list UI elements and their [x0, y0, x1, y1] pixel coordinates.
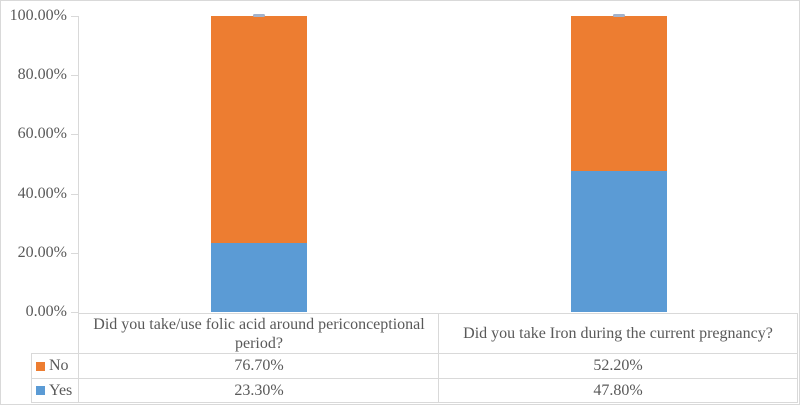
- legend-item-yes: Yes: [31, 378, 79, 403]
- bar-top-notch: [613, 14, 625, 17]
- table-value-no-iron: 52.20%: [438, 353, 798, 378]
- y-axis-label-100: 100.00%: [9, 7, 67, 24]
- bar-segment-yes-folic: [211, 243, 307, 312]
- y-axis-label-40: 40.00%: [17, 185, 67, 202]
- legend-swatch-no-icon: [36, 361, 45, 371]
- legend-label-yes: Yes: [49, 381, 73, 399]
- category-label-iron: Did you take Iron during the current pre…: [438, 313, 798, 353]
- y-axis-label-80: 80.00%: [17, 66, 67, 83]
- category-label-folic-acid: Did you take/use folic acid around peric…: [78, 313, 439, 353]
- plot-area: [79, 14, 798, 312]
- legend-label-no: No: [49, 357, 69, 374]
- y-axis-tick: [71, 16, 78, 17]
- bar-segment-no-folic: [211, 16, 307, 244]
- y-axis-label-20: 20.00%: [17, 244, 67, 261]
- y-axis-tick: [71, 194, 78, 195]
- bar-iron: [571, 14, 667, 312]
- table-value-yes-iron: 47.80%: [438, 378, 798, 403]
- bar-segment-no-iron: [571, 16, 667, 171]
- legend-swatch-yes-icon: [36, 386, 45, 395]
- y-axis-tick: [71, 75, 78, 76]
- y-axis-line: [78, 16, 79, 313]
- legend-item-no: No: [31, 353, 79, 378]
- bar-folic-acid: [211, 14, 307, 312]
- y-axis-tick: [71, 134, 78, 135]
- y-axis-tick: [71, 253, 78, 254]
- bar-segment-yes-iron: [571, 170, 667, 312]
- table-value-no-folic: 76.70%: [78, 353, 439, 378]
- bar-top-notch: [253, 14, 265, 17]
- y-axis-tick: [71, 312, 78, 313]
- y-axis-label-60: 60.00%: [17, 125, 67, 142]
- y-axis-label-0: 0.00%: [25, 303, 67, 320]
- table-value-yes-folic: 23.30%: [78, 378, 439, 403]
